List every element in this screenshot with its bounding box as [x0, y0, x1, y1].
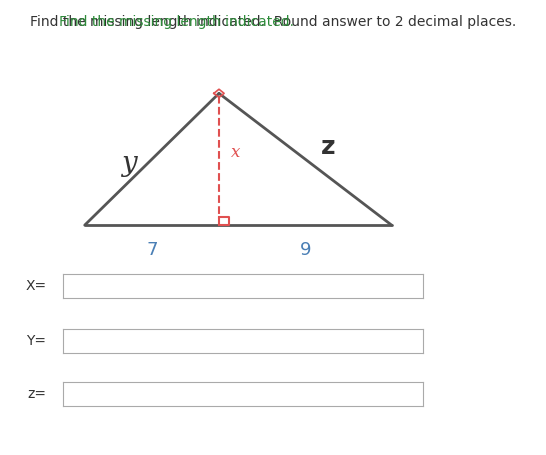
- Text: Find the missing length indicated.  Round answer to 2 decimal places.: Find the missing length indicated. Round…: [30, 15, 516, 29]
- Text: Find the missing length indicated.: Find the missing length indicated.: [60, 15, 294, 29]
- Text: y: y: [121, 151, 136, 177]
- Text: 7: 7: [146, 241, 158, 259]
- Text: X=: X=: [25, 279, 46, 293]
- Text: Y=: Y=: [26, 334, 46, 348]
- Text: z: z: [321, 135, 336, 159]
- Text: z=: z=: [27, 387, 46, 401]
- Text: 9: 9: [300, 241, 311, 259]
- Text: x: x: [230, 144, 240, 161]
